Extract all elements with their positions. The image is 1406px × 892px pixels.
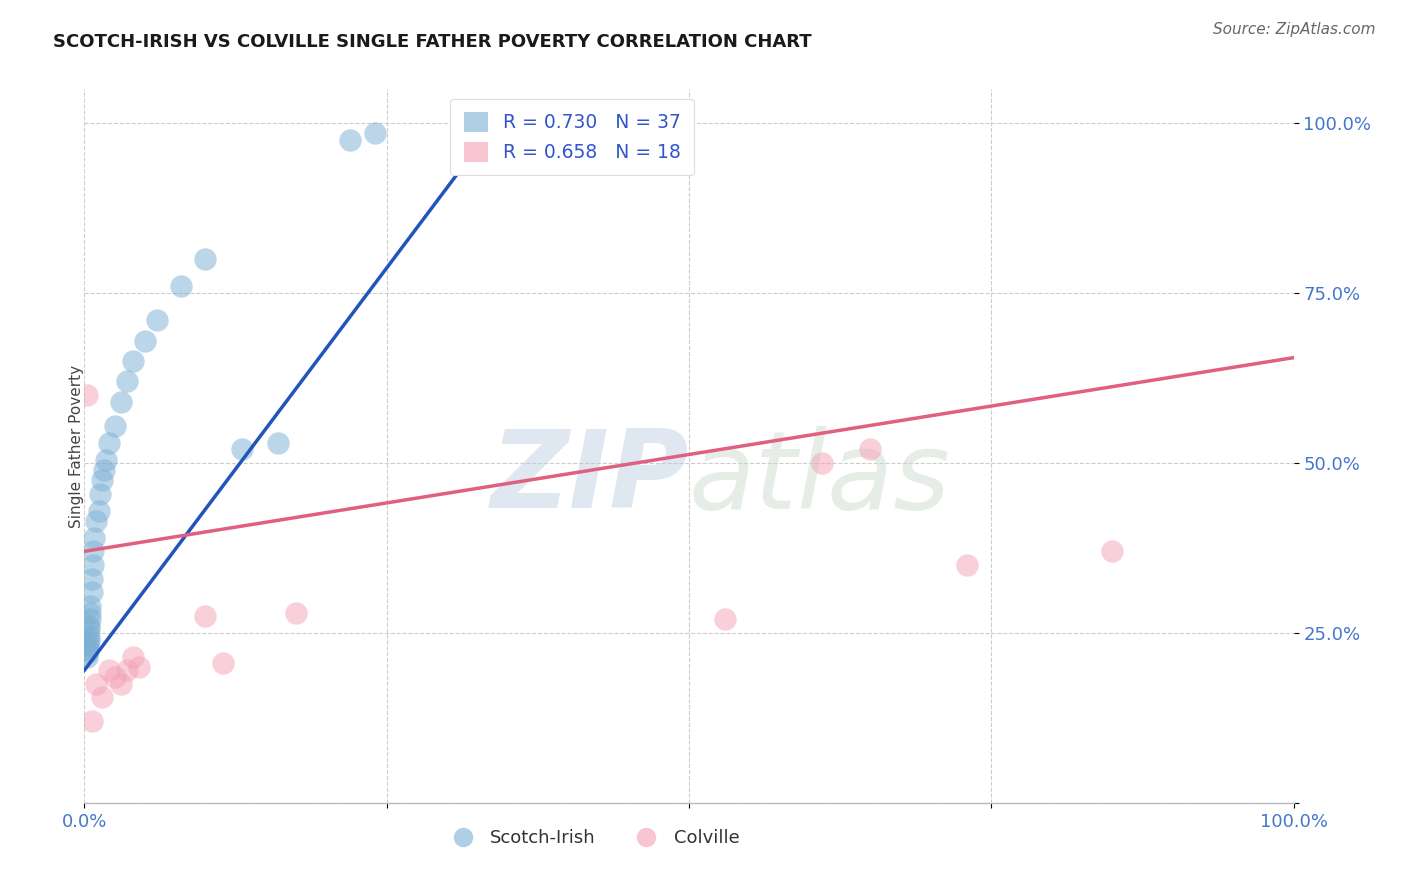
Point (121, 354, 143, 368)
Point (110, 677, 132, 691)
Point (94, 452, 117, 467)
Text: atlas: atlas (689, 425, 950, 531)
Point (80, 585, 103, 599)
Point (146, 313, 169, 327)
Point (91, 473, 114, 487)
Point (80, 714, 103, 729)
Point (104, 418, 127, 433)
Point (115, 663, 138, 677)
Point (121, 649, 143, 664)
Point (79, 606, 101, 620)
Point (76, 646, 98, 660)
Point (859, 442, 882, 457)
Point (87, 503, 110, 517)
Point (77, 643, 100, 657)
Point (194, 252, 217, 266)
Point (76, 388, 98, 402)
Point (128, 660, 150, 674)
Y-axis label: Single Father Poverty: Single Father Poverty (69, 365, 83, 527)
Point (93, 463, 115, 477)
Point (77, 636, 100, 650)
Text: SCOTCH-IRISH VS COLVILLE SINGLE FATHER POVERTY CORRELATION CHART: SCOTCH-IRISH VS COLVILLE SINGLE FATHER P… (53, 33, 813, 51)
Text: ZIP: ZIP (491, 425, 689, 531)
Point (212, 657, 235, 671)
Point (811, 456, 834, 470)
Text: Source: ZipAtlas.com: Source: ZipAtlas.com (1212, 22, 1375, 37)
Point (339, 133, 361, 147)
Point (484, 123, 506, 137)
Point (194, 608, 217, 623)
Point (170, 279, 193, 293)
Point (82, 544, 104, 558)
Point (83, 531, 105, 545)
Point (267, 435, 290, 450)
Point (284, 606, 308, 620)
Point (231, 442, 253, 457)
Point (76, 649, 98, 664)
Point (110, 394, 132, 409)
Point (77, 623, 100, 637)
Point (77, 619, 100, 633)
Point (79, 599, 101, 613)
Point (134, 334, 156, 348)
Point (77, 629, 100, 643)
Point (86, 677, 108, 691)
Point (97, 663, 120, 677)
Point (89, 486, 111, 500)
Point (82, 558, 104, 572)
Point (1101, 544, 1123, 558)
Point (80, 572, 103, 586)
Point (79, 612, 101, 626)
Point (97, 435, 120, 450)
Point (115, 375, 138, 389)
Point (956, 558, 979, 572)
Point (91, 690, 114, 705)
Legend: Scotch-Irish, Colville: Scotch-Irish, Colville (437, 822, 747, 855)
Point (363, 127, 385, 141)
Point (714, 612, 737, 626)
Point (104, 670, 127, 684)
Point (77, 632, 100, 647)
Point (86, 514, 108, 528)
Point (77, 640, 100, 654)
